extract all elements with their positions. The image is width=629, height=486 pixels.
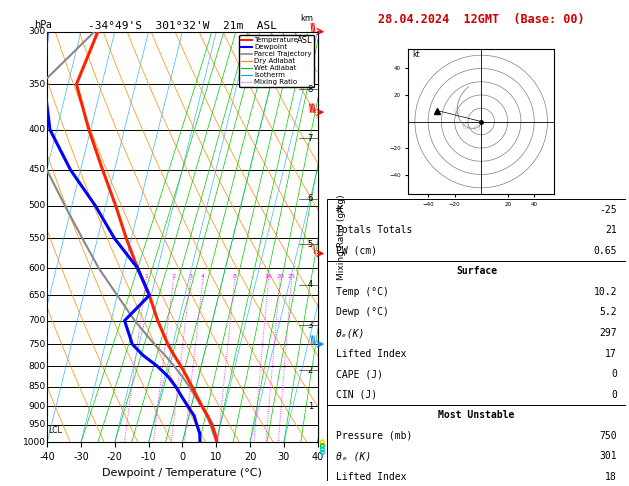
Text: 900: 900: [28, 402, 46, 411]
Text: Dewp (°C): Dewp (°C): [336, 308, 389, 317]
Text: 25: 25: [287, 274, 296, 279]
Text: 2: 2: [172, 274, 175, 279]
Text: PW (cm): PW (cm): [336, 246, 377, 256]
Text: 3: 3: [189, 274, 192, 279]
Text: 750: 750: [599, 431, 617, 441]
Text: 8: 8: [308, 85, 313, 93]
Text: Totals Totals: Totals Totals: [336, 225, 413, 235]
Text: 300: 300: [28, 27, 46, 36]
Text: 400: 400: [29, 125, 46, 134]
Text: 350: 350: [28, 80, 46, 88]
Legend: Temperature, Dewpoint, Parcel Trajectory, Dry Adiabat, Wet Adiabat, Isotherm, Mi: Temperature, Dewpoint, Parcel Trajectory…: [239, 35, 314, 87]
Text: Mixing Ratio (g/kg): Mixing Ratio (g/kg): [337, 194, 346, 280]
Text: 28.04.2024  12GMT  (Base: 00): 28.04.2024 12GMT (Base: 00): [378, 13, 584, 26]
Text: 3: 3: [308, 321, 313, 330]
Text: 0: 0: [611, 369, 617, 379]
Text: 600: 600: [28, 263, 46, 273]
Text: 4: 4: [308, 280, 313, 289]
Text: 450: 450: [29, 165, 46, 174]
Text: km: km: [300, 15, 313, 23]
Text: K: K: [336, 205, 342, 214]
Text: θₑ (K): θₑ (K): [336, 451, 371, 462]
Text: 17: 17: [605, 348, 617, 359]
Text: 5.2: 5.2: [599, 308, 617, 317]
Text: 16: 16: [265, 274, 272, 279]
Text: 18: 18: [605, 472, 617, 482]
Text: ASL: ASL: [298, 35, 313, 45]
Text: 700: 700: [28, 316, 46, 325]
Text: 1000: 1000: [23, 438, 46, 447]
Text: 21: 21: [605, 225, 617, 235]
Bar: [327, 405, 626, 486]
Text: 850: 850: [28, 382, 46, 391]
Text: -25: -25: [599, 205, 617, 214]
Text: 6: 6: [308, 194, 313, 204]
Text: Lifted Index: Lifted Index: [336, 472, 406, 482]
Text: 301: 301: [599, 451, 617, 462]
Text: 1: 1: [308, 402, 313, 411]
Text: 750: 750: [28, 340, 46, 348]
Title: -34°49'S  301°32'W  21m  ASL: -34°49'S 301°32'W 21m ASL: [88, 21, 277, 31]
Text: 0: 0: [611, 390, 617, 400]
Text: θₑ(K): θₑ(K): [336, 328, 365, 338]
Text: 20: 20: [276, 274, 284, 279]
Text: LCL: LCL: [48, 426, 62, 434]
Text: 800: 800: [28, 362, 46, 371]
Text: 2: 2: [308, 366, 313, 375]
Text: 8: 8: [233, 274, 237, 279]
Text: 1: 1: [144, 274, 148, 279]
Text: 5: 5: [308, 240, 313, 249]
Text: Pressure (mb): Pressure (mb): [336, 431, 413, 441]
Text: kt: kt: [412, 50, 420, 58]
Text: 0.65: 0.65: [593, 246, 617, 256]
Text: hPa: hPa: [34, 19, 52, 30]
Text: 950: 950: [28, 420, 46, 429]
Text: 550: 550: [28, 234, 46, 243]
Text: CAPE (J): CAPE (J): [336, 369, 383, 379]
Text: Most Unstable: Most Unstable: [438, 410, 515, 420]
Bar: [327, 261, 626, 405]
Bar: [327, 199, 626, 261]
Text: CIN (J): CIN (J): [336, 390, 377, 400]
Text: 10.2: 10.2: [593, 287, 617, 297]
Text: 650: 650: [28, 291, 46, 300]
X-axis label: Dewpoint / Temperature (°C): Dewpoint / Temperature (°C): [103, 468, 262, 478]
Text: Lifted Index: Lifted Index: [336, 348, 406, 359]
Text: 500: 500: [28, 201, 46, 210]
Text: Temp (°C): Temp (°C): [336, 287, 389, 297]
Text: 4: 4: [201, 274, 205, 279]
Text: Surface: Surface: [456, 266, 497, 276]
Text: 297: 297: [599, 328, 617, 338]
Text: 7: 7: [308, 134, 313, 142]
